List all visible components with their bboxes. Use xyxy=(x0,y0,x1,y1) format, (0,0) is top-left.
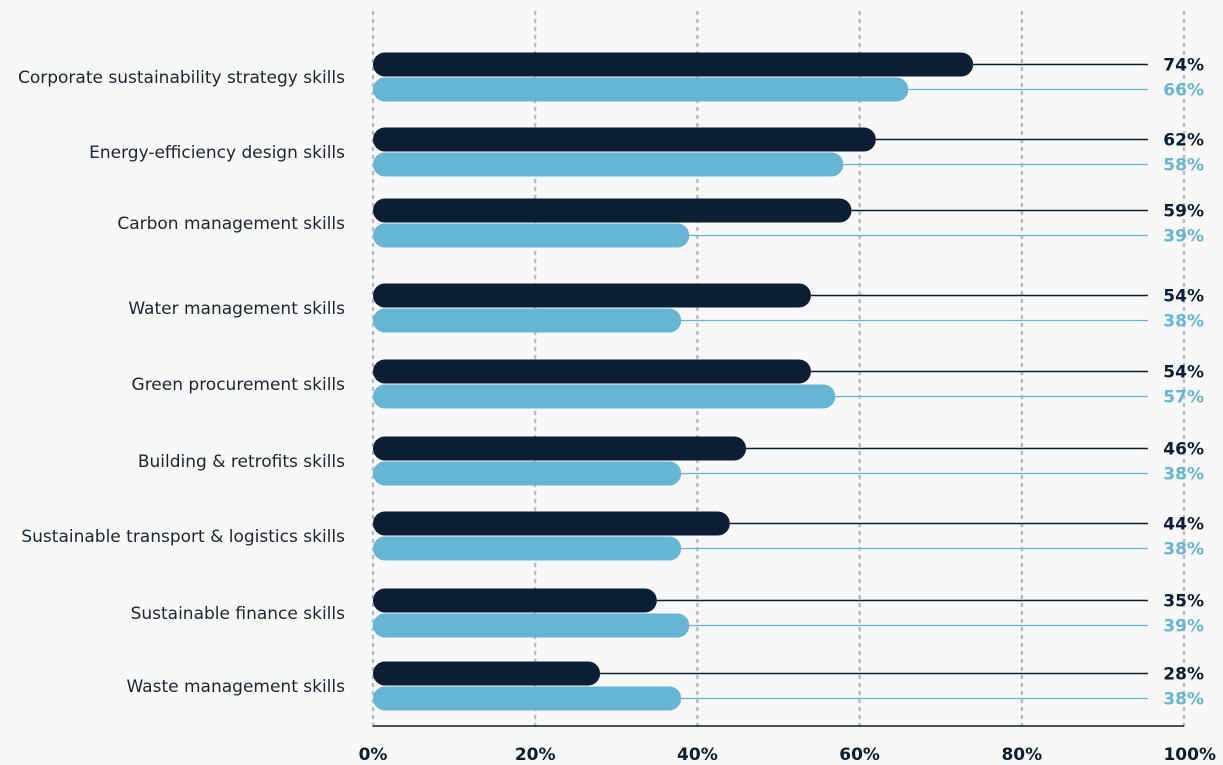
category-label: Corporate sustainability strategy skills xyxy=(18,68,345,88)
x-tick-label: 60% xyxy=(839,745,880,765)
data-label: 38% xyxy=(1163,465,1204,485)
bar-series-2 xyxy=(373,152,844,177)
data-label: 57% xyxy=(1163,388,1204,408)
bar-series-1 xyxy=(373,511,730,536)
bar-series-1 xyxy=(373,283,811,308)
bar-series-1 xyxy=(373,198,852,223)
bar-series-1 xyxy=(373,127,876,152)
bar-series-1 xyxy=(373,588,657,613)
data-label: 58% xyxy=(1163,156,1204,176)
value-labels: 74% 66% 62% 58% 59% 39% 54% 38% 54% 57% 46% 38% 44% 3… xyxy=(1163,56,1204,710)
data-label: 38% xyxy=(1163,540,1204,560)
data-label: 74% xyxy=(1163,56,1204,76)
x-tick-label: 100% xyxy=(1163,745,1216,765)
bar-series-2 xyxy=(373,223,690,248)
data-label: 35% xyxy=(1163,592,1204,612)
x-tick-label: 0% xyxy=(359,745,388,765)
data-label: 39% xyxy=(1163,227,1204,247)
bar-series-2 xyxy=(373,308,682,333)
x-tick-label: 80% xyxy=(1001,745,1042,765)
x-tick-label: 20% xyxy=(515,745,556,765)
x-axis-ticks: 0% 20% 40% 60% 80% 100% xyxy=(359,745,1216,765)
bar-series-1 xyxy=(373,661,601,686)
bar-series-2 xyxy=(373,686,682,711)
data-label: 39% xyxy=(1163,617,1204,637)
data-label: 66% xyxy=(1163,81,1204,101)
category-labels: Corporate sustainability strategy skills… xyxy=(18,68,345,697)
category-label: Sustainable transport & logistics skills xyxy=(21,527,345,547)
bars xyxy=(373,52,1148,711)
data-label: 38% xyxy=(1163,690,1204,710)
bar-series-2 xyxy=(373,461,682,486)
data-label: 62% xyxy=(1163,131,1204,151)
category-label: Sustainable finance skills xyxy=(131,604,346,624)
data-label: 28% xyxy=(1163,665,1204,685)
bar-series-1 xyxy=(373,52,974,77)
bar-series-1 xyxy=(373,359,811,384)
category-label: Waste management skills xyxy=(126,677,345,697)
category-label: Green procurement skills xyxy=(132,375,346,395)
bar-series-2 xyxy=(373,613,690,638)
bar-series-2 xyxy=(373,77,909,102)
data-label: 38% xyxy=(1163,312,1204,332)
category-label: Carbon management skills xyxy=(117,214,345,234)
category-label: Building & retrofits skills xyxy=(138,452,345,472)
data-label: 46% xyxy=(1163,440,1204,460)
data-label: 59% xyxy=(1163,202,1204,222)
bar-series-2 xyxy=(373,384,836,409)
data-label: 54% xyxy=(1163,363,1204,383)
data-label: 54% xyxy=(1163,287,1204,307)
category-label: Water management skills xyxy=(128,299,345,319)
x-tick-label: 40% xyxy=(677,745,718,765)
data-label: 44% xyxy=(1163,515,1204,535)
bar-series-1 xyxy=(373,436,747,461)
bar-series-2 xyxy=(373,536,682,561)
category-label: Energy-efficiency design skills xyxy=(89,143,345,163)
